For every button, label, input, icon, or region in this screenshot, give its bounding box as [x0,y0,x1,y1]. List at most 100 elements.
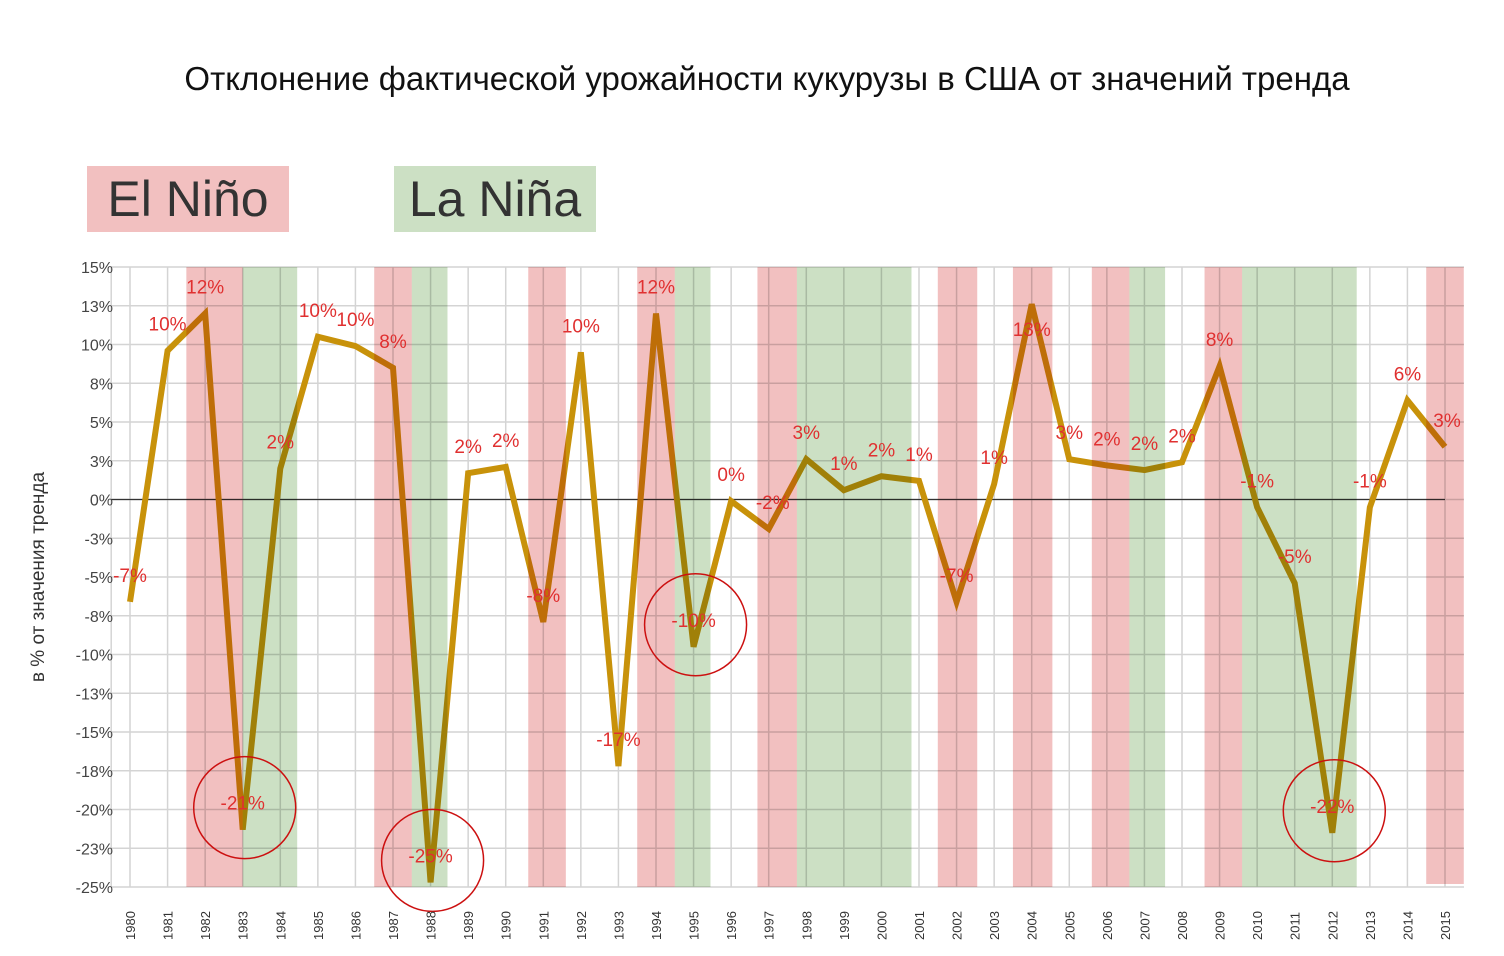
y-tick-label: 10% [81,338,113,355]
x-tick-label: 2002 [950,911,965,940]
el-nino-band [757,267,797,887]
x-tick-label: 2014 [1400,911,1415,940]
data-label: 1% [905,445,933,466]
x-tick-label: 1989 [461,911,476,940]
x-tick-label: 1995 [687,911,702,940]
highlight-circle [643,573,748,677]
el-nino-band [1012,267,1053,887]
data-label: 10% [149,315,187,336]
y-tick-label: -8% [85,609,113,626]
data-label: -22% [1310,797,1354,818]
highlight-circle [192,755,297,860]
data-label: 1% [980,448,1008,469]
x-tick-labels: 1980 1981 1982 1983 1984 1985 1986 1987 1988 1989… [123,911,1453,940]
data-label: -7% [113,566,147,587]
chart-title: Отклонение фактической урожайности кукур… [184,60,1350,97]
data-label: 2% [1131,434,1159,455]
data-label: 2% [868,440,896,461]
x-tick-label: 2010 [1250,911,1265,940]
period-bands [186,267,1464,887]
el-nino-band [1426,267,1464,884]
x-tick-label: 1986 [348,911,363,940]
y-tick-label: -3% [85,531,113,548]
data-label: 2% [492,431,520,452]
data-label: 10% [336,310,374,331]
y-tick-label: -20% [76,803,113,820]
x-tick-label: 1993 [611,911,626,940]
data-label: -10% [671,611,715,632]
y-axis-label: в % от значения тренда [28,471,49,682]
x-tick-label: 2007 [1137,911,1152,940]
x-tick-label: 1981 [161,911,176,940]
la-nina-band [796,267,912,887]
y-tick-labels: 15% 13% 10% 8% 5% 3% 0% -3% -5% -8% -10% -13% -15% -1… [76,260,113,897]
data-label: 8% [379,332,407,353]
y-tick-label: 3% [90,454,113,471]
x-tick-label: 1994 [649,911,664,940]
x-tick-label: 2003 [987,911,1002,940]
el-nino-band [374,267,412,887]
x-tick-label: 1983 [236,911,251,940]
x-tick-label: 2000 [874,911,889,940]
legend-la-nina: La Niña [394,166,596,232]
legend-el-nino: El Niño [87,166,289,232]
data-label: 2% [1168,426,1196,447]
x-tick-label: 1998 [799,911,814,940]
x-tick-label: 2012 [1325,911,1340,940]
y-tick-label: 8% [90,376,113,393]
y-tick-label: -5% [85,570,113,587]
data-label: 6% [1394,364,1422,385]
data-label: 3% [1056,423,1084,444]
la-nina-band [411,267,448,887]
data-label: 2% [1093,429,1121,450]
el-nino-band [937,267,978,887]
x-tick-label: 1992 [574,911,589,940]
x-tick-label: 1990 [499,911,514,940]
x-tick-label: 2011 [1288,912,1303,940]
y-tick-label: 0% [90,493,113,510]
highlight-circles [192,573,1387,913]
highlight-circle [380,808,485,913]
el-nino-band [186,267,243,887]
x-tick-label: 2009 [1213,911,1228,940]
y-tick-label: -10% [76,648,113,665]
x-tick-label: 2005 [1062,911,1077,940]
data-label: -5% [1278,547,1312,568]
data-label: 2% [454,437,482,458]
y-tick-label: -18% [76,764,113,781]
el-nino-band [528,267,566,887]
data-label: -1% [1240,471,1274,492]
data-label: -8% [526,586,560,607]
x-tick-label: 1984 [273,911,288,940]
x-tick-label: 2001 [912,911,927,940]
x-tick-label: 1982 [198,911,213,940]
la-nina-band [674,267,711,887]
data-label: -1% [1353,471,1387,492]
data-label: 13% [1013,320,1051,341]
data-label: 12% [186,278,224,299]
data-label: 2% [267,433,295,454]
y-tick-label: -13% [76,686,113,703]
x-tick-label: 1985 [311,911,326,940]
data-labels: -7%10%12%-21%2%10% 10%8%-25%2% 2%-8%10%-17… [113,278,1461,868]
data-label: 1% [830,454,858,475]
x-tick-label: 1997 [762,911,777,940]
data-label: 3% [793,423,821,444]
el-nino-band [637,267,675,887]
data-label: -17% [596,730,640,751]
x-tick-label: 1980 [123,911,138,940]
data-label: 3% [1433,411,1461,432]
data-label: 8% [1206,330,1234,351]
x-tick-label: 2006 [1100,911,1115,940]
data-label: -21% [221,794,265,815]
x-tick-label: 1996 [724,911,739,940]
x-tick-label: 1987 [386,911,401,940]
data-label: -7% [940,566,974,587]
data-label: 10% [299,301,337,322]
x-tick-label: 2013 [1363,911,1378,940]
data-label: 10% [562,316,600,337]
y-tick-label: 13% [81,299,113,316]
highlight-circle [1282,759,1387,863]
x-tick-label: 2015 [1438,911,1453,940]
